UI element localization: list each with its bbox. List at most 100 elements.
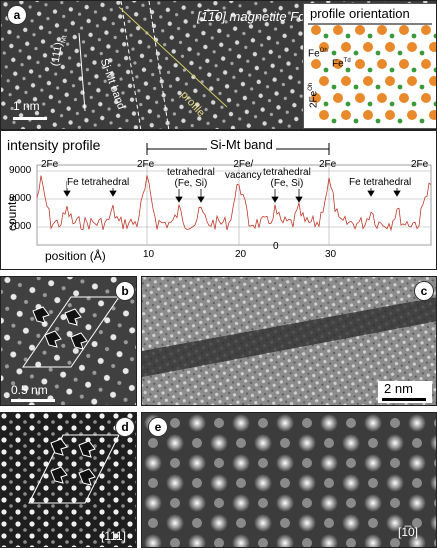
panel-a: a [1̅1̅0] magnetite Fd3m (111)Mt Si-Mt b… bbox=[0, 0, 437, 130]
dark-band bbox=[142, 297, 436, 377]
o-atom bbox=[375, 84, 381, 90]
ann-2fe-2: 2Fe bbox=[137, 159, 155, 170]
profile-title: intensity profile bbox=[7, 137, 101, 153]
panel-b-lattice-image bbox=[1, 277, 136, 405]
ann-fe-tetrahedral-2: Fe tetrahedral bbox=[349, 177, 412, 188]
o-atom bbox=[323, 33, 329, 39]
fe-atom bbox=[311, 59, 321, 69]
x-axis-label: position (Å) bbox=[45, 249, 106, 263]
panel-d-direction: [111] bbox=[101, 529, 126, 543]
panel-c: c 2 nm bbox=[141, 276, 437, 406]
xtick-0: 0 bbox=[273, 241, 279, 252]
fe-atom bbox=[319, 42, 329, 52]
fe-atom bbox=[377, 25, 387, 35]
profile-line bbox=[118, 6, 228, 108]
plane-line bbox=[78, 32, 86, 112]
o-atom bbox=[397, 118, 403, 124]
fe-atom bbox=[407, 42, 417, 52]
fe-atom bbox=[355, 93, 365, 103]
panel-d: d [111] bbox=[0, 412, 137, 548]
ytick-9000: 9000 bbox=[9, 165, 32, 176]
o-atom bbox=[353, 50, 359, 56]
fe-atom bbox=[363, 76, 373, 86]
o-atom bbox=[389, 101, 395, 107]
profile-orientation-inset: profile orientation FeOh FeTd 2FeOh bbox=[303, 3, 436, 129]
o-atom bbox=[411, 33, 417, 39]
o-atom bbox=[375, 118, 381, 124]
xtick-30: 30 bbox=[325, 249, 337, 260]
o-atom bbox=[389, 33, 395, 39]
o-atom bbox=[419, 84, 425, 90]
ann-2fe-4: 2Fe bbox=[319, 159, 337, 170]
o-atom bbox=[419, 50, 425, 56]
o-atom bbox=[345, 67, 351, 73]
o-atom bbox=[331, 84, 337, 90]
o-atom bbox=[367, 33, 373, 39]
band-span-label: Si-Mt band bbox=[207, 137, 276, 152]
fe-atom bbox=[355, 25, 365, 35]
fe-atom bbox=[407, 110, 417, 120]
ann-tetrahedral-fesi-2: tetrahedral (Fe, Si) bbox=[263, 167, 311, 189]
xtick-20: 20 bbox=[235, 249, 247, 260]
fe-atom bbox=[363, 110, 373, 120]
panel-b-label: b bbox=[115, 281, 135, 301]
fe-atom bbox=[429, 110, 436, 120]
fe-atom bbox=[377, 59, 387, 69]
scalebar-b bbox=[11, 399, 55, 402]
fe-atom bbox=[385, 42, 395, 52]
o-atom bbox=[345, 33, 351, 39]
panel-d-simulated-image bbox=[1, 413, 136, 547]
fe-atom bbox=[341, 42, 351, 52]
band-boundary-right bbox=[148, 1, 170, 129]
fe-atom bbox=[333, 25, 343, 35]
o-atom bbox=[367, 101, 373, 107]
scalebar-c bbox=[382, 398, 426, 401]
fe-atom bbox=[311, 25, 321, 35]
scalebar-b-text: 0.5 nm bbox=[11, 383, 48, 397]
inset-2fe-oh: 2FeOh bbox=[308, 82, 320, 108]
o-atom bbox=[433, 67, 436, 73]
ann-2fe-5: 2Fe bbox=[411, 159, 429, 170]
o-atom bbox=[331, 50, 337, 56]
intensity-profile-panel: intensity profile Si-Mt band counts 9000… bbox=[0, 130, 437, 270]
o-atom bbox=[433, 33, 436, 39]
inset-fe-td: FeTd bbox=[332, 58, 351, 70]
intensity-profile-series bbox=[36, 175, 432, 232]
band-boundary-left bbox=[120, 1, 142, 129]
fe-atom bbox=[311, 93, 321, 103]
panel-b: b 0.5 nm bbox=[0, 276, 137, 406]
fe-atom bbox=[377, 93, 387, 103]
inset-crystal-model bbox=[308, 23, 436, 124]
panel-e-direction: [1̅0] bbox=[398, 525, 419, 539]
o-atom bbox=[323, 67, 329, 73]
fe-atom bbox=[399, 93, 409, 103]
fe-atom bbox=[421, 25, 431, 35]
scalebar-c-text: 2 nm bbox=[384, 381, 413, 396]
scalebar-a bbox=[13, 117, 47, 120]
ann-2fe-1: 2Fe bbox=[41, 159, 59, 170]
fe-atom bbox=[363, 42, 373, 52]
fe-atom bbox=[355, 59, 365, 69]
fe-atom bbox=[399, 25, 409, 35]
fe-atom bbox=[399, 59, 409, 69]
panel-a-title: [1̅1̅0] magnetite Fd3m bbox=[197, 9, 324, 24]
fe-atom bbox=[341, 76, 351, 86]
arrow-markers-d bbox=[50, 438, 96, 486]
ann-fe-tetrahedral-1: Fe tetrahedral bbox=[67, 177, 130, 188]
fe-atom bbox=[421, 59, 431, 69]
fe-atom bbox=[341, 110, 351, 120]
xtick-10: 10 bbox=[143, 249, 155, 260]
o-atom bbox=[433, 101, 436, 107]
o-atom bbox=[375, 50, 381, 56]
o-atom bbox=[353, 118, 359, 124]
ytick-7000: 7000 bbox=[9, 221, 32, 232]
fe-atom bbox=[407, 76, 417, 86]
panel-a-label: a bbox=[7, 5, 27, 25]
fe-atom bbox=[385, 110, 395, 120]
inset-title: profile orientation bbox=[310, 6, 410, 21]
scalebar-c-box bbox=[378, 381, 432, 403]
o-atom bbox=[411, 101, 417, 107]
fe-atom bbox=[333, 93, 343, 103]
o-atom bbox=[367, 67, 373, 73]
fe-atom bbox=[333, 59, 343, 69]
